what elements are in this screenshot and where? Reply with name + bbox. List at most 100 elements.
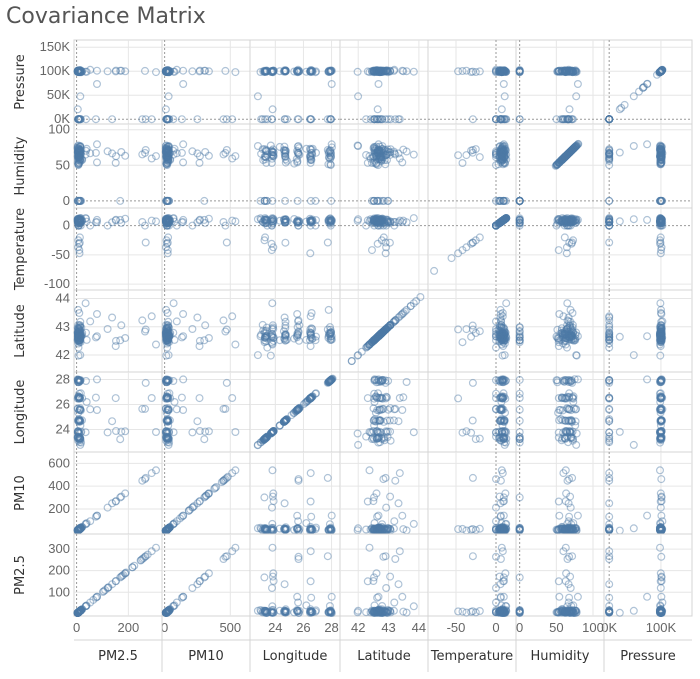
data-point	[324, 66, 333, 75]
data-point	[500, 67, 509, 76]
data-point	[165, 67, 174, 76]
data-point	[162, 66, 171, 75]
data-point	[73, 67, 82, 76]
data-point	[261, 67, 270, 76]
data-point	[76, 66, 85, 75]
data-point	[268, 105, 277, 114]
data-point	[656, 67, 665, 76]
data-point	[500, 66, 509, 75]
cell-pressure-humidity	[515, 39, 605, 125]
data-point	[362, 115, 371, 124]
data-point	[311, 68, 320, 77]
data-point	[261, 67, 270, 76]
data-point	[179, 79, 188, 88]
data-point	[657, 66, 666, 75]
data-point	[372, 67, 381, 76]
data-point	[376, 66, 385, 75]
data-point	[261, 67, 270, 76]
data-point	[164, 67, 173, 76]
cell-latitude-humidity	[515, 289, 605, 373]
data-point	[372, 66, 381, 75]
data-point	[75, 66, 84, 75]
data-point	[74, 67, 83, 76]
data-point	[561, 68, 570, 77]
data-point	[325, 67, 334, 76]
data-point	[165, 68, 174, 77]
data-point	[656, 67, 665, 76]
data-point	[363, 67, 372, 76]
data-point	[497, 68, 506, 77]
data-point	[568, 115, 577, 124]
data-point	[568, 68, 577, 77]
data-point	[496, 115, 505, 124]
data-point	[656, 67, 665, 76]
data-point	[281, 66, 290, 75]
data-point	[195, 66, 204, 75]
data-point	[164, 67, 173, 76]
data-point	[162, 66, 171, 75]
data-point	[323, 115, 332, 124]
cell-frame	[603, 39, 693, 125]
cell-latitude-pm10	[161, 289, 251, 373]
data-point	[554, 67, 563, 76]
data-point	[558, 66, 567, 75]
data-point	[327, 115, 336, 124]
data-point	[497, 66, 506, 75]
data-point	[162, 67, 171, 76]
data-point	[495, 66, 504, 75]
data-point	[353, 67, 362, 76]
data-point	[497, 67, 506, 76]
data-point	[378, 66, 387, 75]
data-point	[73, 115, 82, 124]
data-point	[605, 115, 614, 124]
data-point	[326, 67, 335, 76]
data-point	[515, 115, 524, 124]
data-point	[374, 66, 383, 75]
data-point	[269, 67, 278, 76]
data-point	[204, 67, 213, 76]
data-point	[657, 66, 666, 75]
data-point	[567, 67, 576, 76]
data-point	[376, 67, 385, 76]
data-point	[166, 67, 175, 76]
data-point	[179, 66, 188, 75]
data-point	[569, 67, 578, 76]
data-point	[262, 67, 271, 76]
data-point	[570, 66, 579, 75]
data-point	[164, 67, 173, 76]
data-point	[200, 66, 209, 75]
data-point	[368, 67, 377, 76]
data-point	[374, 79, 383, 88]
data-point	[161, 67, 170, 76]
data-point	[629, 92, 638, 101]
data-point	[377, 67, 386, 76]
data-point	[163, 66, 172, 75]
data-point	[260, 66, 269, 75]
data-point	[386, 115, 395, 124]
data-point	[163, 67, 172, 76]
data-point	[75, 67, 84, 76]
data-point	[374, 67, 383, 76]
data-point	[75, 67, 84, 76]
data-point	[290, 67, 299, 76]
data-point	[374, 115, 383, 124]
data-point	[515, 67, 524, 76]
data-point	[326, 67, 335, 76]
data-point	[566, 67, 575, 76]
data-point	[567, 67, 576, 76]
data-point	[327, 66, 336, 75]
cell-pressure-longitude	[249, 39, 341, 125]
data-point	[326, 67, 335, 76]
data-point	[500, 67, 509, 76]
data-point	[73, 105, 82, 114]
data-point	[656, 67, 665, 76]
data-point	[375, 67, 384, 76]
data-point	[162, 67, 171, 76]
data-point	[567, 66, 576, 75]
data-point	[657, 66, 666, 75]
data-point	[565, 66, 574, 75]
data-point	[500, 66, 509, 75]
cell-latitude-latitude	[339, 289, 429, 373]
data-point	[308, 67, 317, 76]
data-point	[76, 68, 85, 77]
